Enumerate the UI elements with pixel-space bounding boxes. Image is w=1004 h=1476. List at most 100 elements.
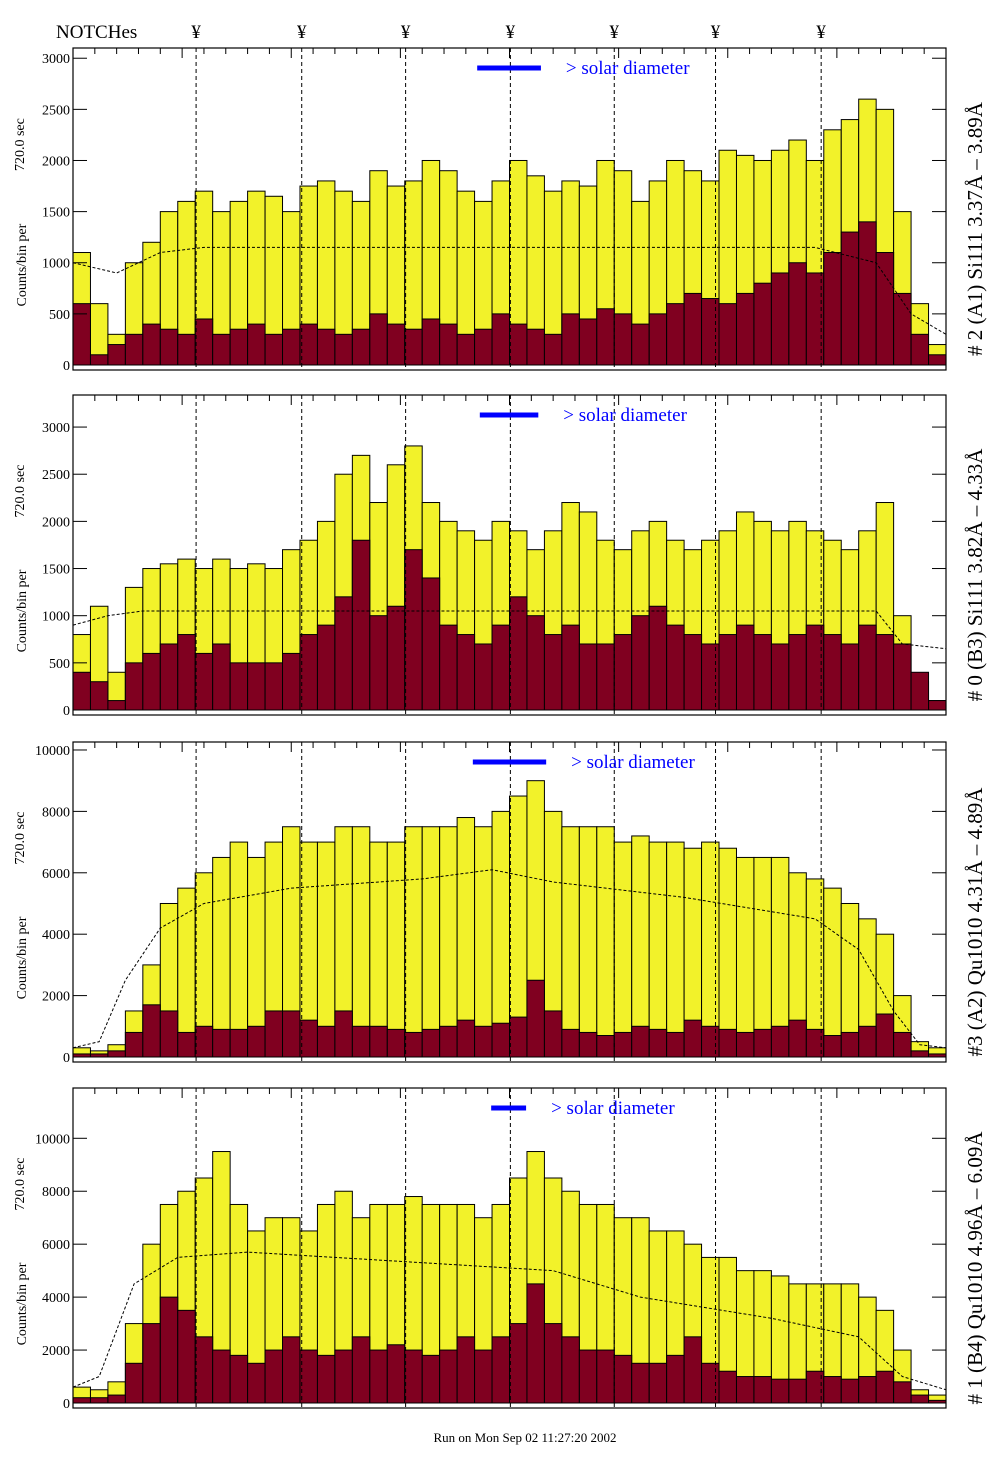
- bar-background: [142, 323, 161, 366]
- bar-background: [701, 1025, 720, 1058]
- bar-background: [840, 231, 860, 366]
- bar-background: [910, 1394, 930, 1404]
- panels: 0 500 1000 1500 2000 2500 3000 Counts/bin per 72…: [13, 47, 987, 1412]
- mean-curve: [72, 1251, 947, 1391]
- bar-background: [247, 662, 266, 711]
- bar-background: [212, 643, 231, 711]
- bar-background: [578, 1349, 598, 1404]
- bar-total: [212, 856, 231, 1058]
- bar-background: [666, 1031, 685, 1058]
- bar-background: [404, 1349, 423, 1404]
- y-tick-label: 0: [63, 1397, 70, 1412]
- bar-background: [683, 1019, 703, 1058]
- bar-background: [701, 643, 720, 711]
- notch-markers: ¥ ¥ ¥ ¥ ¥ ¥ ¥: [191, 22, 826, 43]
- bar-background: [72, 303, 91, 366]
- bar-background: [194, 1025, 214, 1058]
- bar-total: [596, 826, 615, 1058]
- bar-background: [282, 1010, 301, 1058]
- panel-title: # 2 (A1) Si111 3.37Å – 3.89Å: [963, 101, 987, 356]
- bar-total: [491, 810, 511, 1058]
- bar-background: [316, 624, 336, 711]
- bar-background: [910, 1050, 930, 1058]
- bar-background: [526, 328, 545, 366]
- bar-total: [753, 856, 772, 1058]
- bar-background: [788, 634, 807, 711]
- bar-background: [351, 1336, 371, 1404]
- bar-background: [613, 313, 633, 366]
- bar-background: [404, 328, 423, 366]
- bar-background: [683, 1336, 703, 1404]
- bar-background: [159, 328, 179, 366]
- bar-background: [124, 662, 144, 711]
- bar-background: [212, 333, 231, 366]
- bar-background: [142, 1323, 161, 1404]
- bar-background: [648, 1362, 668, 1404]
- bar-background: [299, 323, 318, 366]
- bar-background: [212, 1028, 231, 1058]
- bar-background: [474, 643, 493, 711]
- bar-background: [753, 1376, 772, 1404]
- mean-curve: [72, 246, 947, 335]
- bar-background: [351, 1025, 371, 1058]
- bar-background: [718, 1028, 737, 1058]
- bar-background: [701, 298, 720, 366]
- bar-background: [264, 1010, 284, 1058]
- bar-background: [316, 1354, 336, 1404]
- y-tick-label: 2000: [42, 990, 70, 1005]
- bar-background: [229, 662, 249, 711]
- bar-background: [840, 643, 860, 711]
- bar-total: [631, 835, 650, 1058]
- bar-background: [840, 1378, 860, 1404]
- bar-background: [578, 318, 598, 366]
- bar-background: [613, 1031, 633, 1058]
- bar-background: [875, 1013, 895, 1058]
- bar-background: [910, 333, 930, 366]
- notches-label: NOTCHes: [56, 22, 137, 43]
- bar-background: [229, 1028, 249, 1058]
- bar-background: [421, 318, 441, 366]
- bar-background: [858, 624, 877, 711]
- bar-background: [124, 1031, 144, 1058]
- y-tick-label: 3000: [42, 52, 70, 67]
- bar-background: [439, 624, 458, 711]
- bar-background: [334, 596, 353, 711]
- bar-background: [578, 643, 598, 711]
- bar-background: [264, 333, 284, 366]
- bar-background: [875, 1370, 895, 1404]
- bar-total: [735, 856, 755, 1058]
- bar-background: [351, 328, 371, 366]
- y-tick-label: 0: [63, 1051, 70, 1066]
- bar-background: [543, 333, 563, 366]
- bar-background: [526, 615, 545, 711]
- bar-background: [875, 252, 895, 366]
- bar-background: [893, 643, 912, 711]
- panel-title: # 0 (B3) Si111 3.82Å – 4.33Å: [963, 448, 987, 702]
- notch-symbol: ¥: [401, 22, 411, 43]
- y-tick-label: 500: [49, 308, 70, 323]
- bar-background: [159, 1010, 179, 1058]
- bar-background: [788, 1378, 807, 1404]
- bar-background: [543, 1323, 563, 1404]
- y-tick-label: 1500: [42, 206, 70, 221]
- bar-background: [107, 1394, 126, 1404]
- legend-label: > solar diameter: [563, 405, 687, 426]
- bar-background: [770, 643, 790, 711]
- bar-background: [72, 1397, 91, 1404]
- bar-background: [509, 1323, 528, 1404]
- legend-label: > solar diameter: [566, 58, 690, 79]
- bar-background: [788, 262, 807, 366]
- y-tick-label: 1000: [42, 257, 70, 272]
- bar-background: [735, 1031, 755, 1058]
- bar-background: [910, 671, 930, 711]
- notch-symbol: ¥: [191, 22, 201, 43]
- y-tick-label: 0: [63, 359, 70, 374]
- bar-background: [509, 596, 528, 711]
- mean-curve: [72, 869, 947, 1049]
- panel-3: 0 2000 4000 6000 8000 10000 Counts/bin per 720.…: [13, 1087, 987, 1412]
- bar-background: [893, 1381, 912, 1404]
- y-tick-label: 0: [63, 704, 70, 719]
- bar-background: [142, 652, 161, 711]
- bar-total: [316, 841, 336, 1058]
